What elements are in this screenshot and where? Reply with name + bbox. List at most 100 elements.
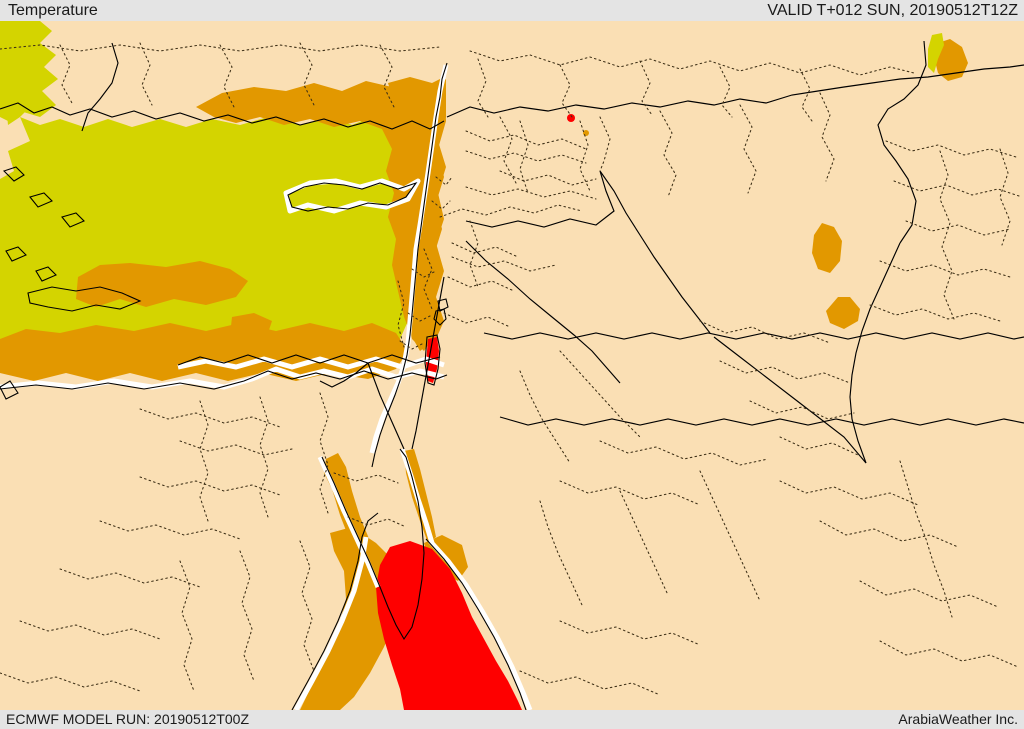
border-syria-iraq bbox=[599, 170, 711, 334]
band-orange-south-mediterranean bbox=[0, 323, 408, 381]
sub-saudi-5 bbox=[539, 500, 583, 606]
coast-lake-tiberias-north bbox=[437, 298, 449, 312]
sub-iraq-3 bbox=[749, 400, 855, 420]
sub-turkey-9 bbox=[559, 64, 573, 118]
sub-turkey-3 bbox=[139, 42, 153, 106]
sub-saudi-2 bbox=[519, 370, 571, 464]
sub-sinai-2 bbox=[347, 516, 407, 528]
sub-egypt-9 bbox=[259, 396, 269, 518]
sub-egypt-4 bbox=[99, 520, 241, 540]
sub-israel-2 bbox=[411, 268, 437, 278]
sub-israel-1 bbox=[423, 248, 433, 310]
band-orange-iran-lake-north bbox=[812, 223, 842, 273]
halo-red-sea-east bbox=[428, 539, 533, 710]
sub-saudi-10 bbox=[779, 480, 919, 506]
sub-egypt-6 bbox=[19, 620, 161, 640]
coast-turkey-south-arc bbox=[177, 354, 441, 366]
sub-lebanon-1 bbox=[435, 176, 453, 186]
temperature-band-layer bbox=[0, 21, 968, 710]
sub-saudi-8 bbox=[519, 670, 661, 696]
band-orange-aegean-patch bbox=[76, 261, 248, 307]
border-iraq-iran bbox=[849, 242, 901, 464]
sub-iran-6 bbox=[939, 150, 955, 320]
sub-syria-3 bbox=[519, 120, 529, 194]
sub-egypt-11 bbox=[179, 560, 195, 692]
sub-turkey-16 bbox=[819, 92, 835, 182]
halo-cyprus bbox=[283, 178, 421, 214]
sub-iran-2 bbox=[893, 180, 1023, 198]
band-red-lake-assad bbox=[567, 114, 575, 122]
border-jordan-saudi bbox=[465, 240, 621, 384]
sub-turkey-12 bbox=[799, 68, 813, 122]
sub-turkey-19 bbox=[465, 186, 597, 200]
sub-iraq-4 bbox=[779, 436, 859, 456]
sub-egypt-2 bbox=[179, 440, 293, 456]
sub-iraq-1 bbox=[699, 320, 831, 344]
sub-saudi-14 bbox=[899, 460, 953, 618]
sub-egypt-5 bbox=[59, 568, 201, 588]
halo-red-sea-west bbox=[293, 536, 369, 710]
sub-israel-4 bbox=[399, 340, 425, 350]
sub-jordan-1 bbox=[451, 242, 519, 258]
band-orange-red-sea-west bbox=[300, 527, 404, 710]
sub-saudi-1 bbox=[559, 350, 641, 438]
sub-iraq-2 bbox=[719, 360, 851, 384]
coast-red-sea-west bbox=[291, 512, 379, 710]
border-turkey-east bbox=[877, 40, 927, 244]
sub-turkey-11 bbox=[719, 66, 733, 118]
border-egypt-sinai-west bbox=[319, 362, 369, 388]
sub-iran-5 bbox=[869, 304, 1001, 322]
sub-iran-1 bbox=[885, 140, 1017, 158]
coast-levant bbox=[371, 62, 448, 468]
sub-turkey-4 bbox=[219, 44, 235, 108]
sub-saudi-4 bbox=[559, 480, 701, 506]
map-header-bar: Temperature VALID T+012 SUN, 20190512T12… bbox=[0, 0, 1024, 21]
sub-turkey-14 bbox=[659, 110, 677, 198]
model-run-label: ECMWF MODEL RUN: 20190512T00Z bbox=[6, 711, 249, 727]
sub-iran-4 bbox=[879, 260, 1011, 278]
map-footer-bar: ECMWF MODEL RUN: 20190512T00Z ArabiaWeat… bbox=[0, 710, 1024, 729]
valid-time-label: VALID T+012 SUN, 20190512T12Z bbox=[767, 2, 1018, 19]
coast-red-sea-east bbox=[425, 538, 527, 710]
coastline-layer bbox=[0, 62, 527, 710]
sub-egypt-3 bbox=[139, 476, 281, 496]
halo-egypt-north-coast bbox=[0, 366, 445, 390]
border-syria-jordan bbox=[465, 170, 615, 228]
border-israel-jordan bbox=[411, 276, 445, 450]
sub-turkey-5 bbox=[299, 42, 315, 106]
border-saudi-wedge-lower bbox=[499, 416, 1024, 426]
border-turkey-west bbox=[81, 42, 119, 132]
coast-turkey-south bbox=[0, 102, 445, 130]
coast-sinai bbox=[321, 448, 425, 641]
band-orange-lake-assad-east bbox=[583, 130, 589, 136]
temperature-map-canvas[interactable] bbox=[0, 21, 1024, 710]
sub-turkey-8 bbox=[477, 58, 489, 118]
sub-turkey-2 bbox=[59, 44, 73, 104]
sub-turkey-6 bbox=[379, 44, 395, 108]
sub-turkey-13 bbox=[599, 116, 611, 172]
band-orange-iran-lake-south bbox=[826, 297, 860, 329]
sub-saudi-12 bbox=[859, 580, 999, 608]
coast-aegean-islands bbox=[0, 166, 85, 400]
sub-turkey-15 bbox=[739, 104, 757, 194]
sub-saudi-7 bbox=[559, 620, 701, 646]
sub-iran-3 bbox=[905, 220, 1011, 236]
coast-dead-sea bbox=[424, 334, 441, 386]
sub-saudi-3 bbox=[599, 440, 769, 466]
sub-jordan-2 bbox=[447, 276, 515, 292]
border-israel-egypt bbox=[367, 362, 405, 450]
sub-lebanon-2 bbox=[431, 200, 451, 210]
sub-israel-3 bbox=[407, 312, 433, 322]
subnational-border-layer bbox=[0, 42, 1023, 696]
sub-egypt-8 bbox=[199, 400, 209, 522]
sub-sinai-1 bbox=[333, 472, 399, 484]
sub-egypt-7 bbox=[0, 672, 141, 692]
sub-desert-1 bbox=[439, 204, 583, 218]
sub-syria-4 bbox=[579, 120, 591, 192]
sub-turkey-10 bbox=[639, 60, 653, 116]
band-yellow-lake-urmia-rim bbox=[928, 33, 944, 73]
sub-saudi-9 bbox=[699, 470, 761, 602]
sub-jordan-3 bbox=[443, 312, 511, 328]
sub-turkey-1 bbox=[0, 44, 441, 52]
